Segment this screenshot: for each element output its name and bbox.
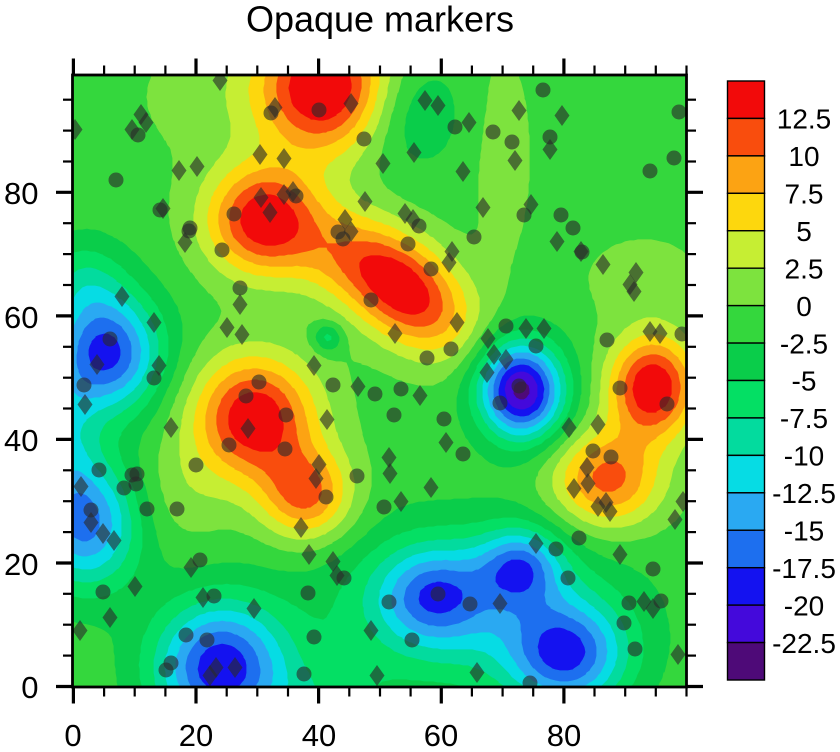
svg-text:7.5: 7.5 [785,179,824,210]
svg-text:2.5: 2.5 [785,253,824,284]
svg-text:-5: -5 [792,366,817,397]
svg-text:60: 60 [424,718,458,752]
svg-text:-22.5: -22.5 [772,628,836,659]
svg-text:-15: -15 [784,516,824,547]
svg-text:20: 20 [179,718,213,752]
svg-text:80: 80 [547,718,581,752]
svg-text:-12.5: -12.5 [772,478,836,509]
svg-text:-10: -10 [784,441,824,472]
svg-text:0: 0 [21,670,38,705]
svg-text:80: 80 [4,176,38,211]
svg-text:10: 10 [788,141,819,172]
svg-text:12.5: 12.5 [777,104,832,135]
svg-text:5: 5 [796,216,812,247]
svg-text:-17.5: -17.5 [772,553,836,584]
svg-text:60: 60 [4,300,38,335]
svg-text:0: 0 [796,291,812,322]
svg-text:40: 40 [302,718,336,752]
svg-text:-7.5: -7.5 [780,403,828,434]
svg-text:0: 0 [64,718,81,752]
svg-text:-2.5: -2.5 [780,328,828,359]
svg-text:Opaque markers: Opaque markers [246,0,514,40]
svg-text:-20: -20 [784,590,824,621]
svg-text:20: 20 [4,547,38,582]
svg-text:40: 40 [4,423,38,458]
